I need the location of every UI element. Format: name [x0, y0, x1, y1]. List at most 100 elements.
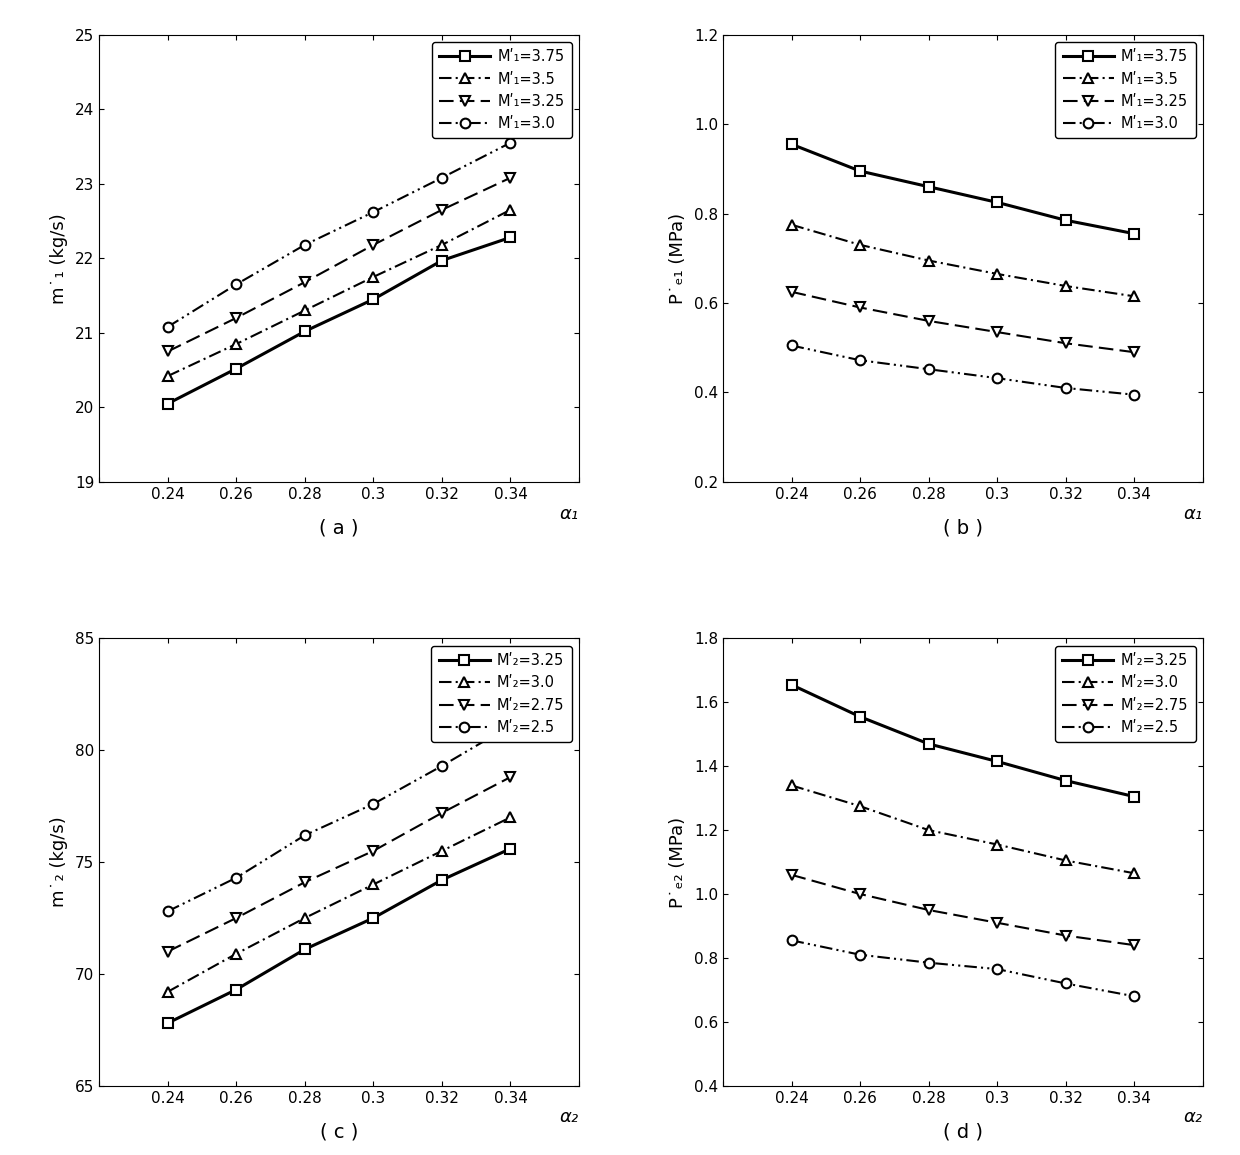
Mʹ₂=3.0 — [990, 837, 1004, 851]
Mʹ₂=2.5 — [298, 828, 312, 842]
Mʹ₁=3.75 — [160, 396, 175, 410]
Mʹ₂=3.25 — [1058, 774, 1073, 788]
Mʹ₁=3.0 — [229, 277, 244, 291]
Mʹ₂=3.25 — [366, 911, 381, 925]
Mʹ₂=3.0 — [1127, 866, 1142, 880]
Mʹ₂=3.0 — [784, 778, 799, 792]
Mʹ₂=2.5 — [229, 871, 244, 885]
Mʹ₂=2.75 — [229, 911, 244, 925]
Mʹ₁=3.5 — [1127, 290, 1142, 304]
Y-axis label: m˙₂ (kg/s): m˙₂ (kg/s) — [50, 817, 68, 908]
Mʹ₁=3.5 — [503, 203, 518, 217]
Line: Mʹ₁=3.75: Mʹ₁=3.75 — [786, 140, 1140, 239]
Mʹ₁=3.75 — [1127, 226, 1142, 240]
Line: Mʹ₂=2.5: Mʹ₂=2.5 — [786, 936, 1140, 1001]
Mʹ₁=3.75 — [298, 325, 312, 338]
Mʹ₂=2.75 — [1127, 938, 1142, 952]
Mʹ₂=2.75 — [160, 945, 175, 959]
Line: Mʹ₁=3.0: Mʹ₁=3.0 — [786, 341, 1140, 400]
Mʹ₁=3.25 — [990, 326, 1004, 340]
Mʹ₂=3.0 — [160, 985, 175, 999]
Y-axis label: P˙ₑ₂ (MPa): P˙ₑ₂ (MPa) — [668, 817, 687, 908]
Mʹ₂=2.75 — [784, 867, 799, 881]
Mʹ₁=3.25 — [229, 311, 244, 325]
Mʹ₂=3.0 — [229, 947, 244, 961]
Mʹ₁=3.75 — [434, 254, 449, 268]
Mʹ₁=3.0 — [990, 371, 1004, 385]
Mʹ₂=2.5 — [784, 933, 799, 947]
Mʹ₂=3.25 — [921, 737, 936, 751]
Mʹ₁=3.5 — [434, 238, 449, 252]
Legend: Mʹ₁=3.75, Mʹ₁=3.5, Mʹ₁=3.25, Mʹ₁=3.0: Mʹ₁=3.75, Mʹ₁=3.5, Mʹ₁=3.25, Mʹ₁=3.0 — [432, 42, 572, 139]
Mʹ₂=3.25 — [298, 942, 312, 956]
X-axis label: α₁: α₁ — [560, 505, 579, 522]
Mʹ₁=3.0 — [503, 136, 518, 150]
Mʹ₂=2.5 — [990, 962, 1004, 976]
Mʹ₁=3.5 — [784, 218, 799, 232]
Mʹ₁=3.0 — [784, 338, 799, 352]
Mʹ₂=2.75 — [434, 806, 449, 820]
Mʹ₁=3.25 — [921, 314, 936, 328]
Mʹ₁=3.0 — [298, 238, 312, 252]
Mʹ₂=3.0 — [434, 844, 449, 858]
Mʹ₁=3.5 — [1058, 280, 1073, 293]
Mʹ₁=3.75 — [921, 180, 936, 194]
Mʹ₁=3.25 — [298, 275, 312, 289]
Mʹ₁=3.75 — [784, 137, 799, 151]
Mʹ₂=2.75 — [921, 903, 936, 917]
Mʹ₁=3.75 — [990, 195, 1004, 209]
Mʹ₂=2.5 — [366, 797, 381, 811]
Mʹ₂=3.25 — [434, 873, 449, 887]
Y-axis label: m˙₁ (kg/s): m˙₁ (kg/s) — [50, 213, 68, 304]
Line: Mʹ₂=3.25: Mʹ₂=3.25 — [162, 844, 516, 1028]
Legend: Mʹ₂=3.25, Mʹ₂=3.0, Mʹ₂=2.75, Mʹ₂=2.5: Mʹ₂=3.25, Mʹ₂=3.0, Mʹ₂=2.75, Mʹ₂=2.5 — [1055, 646, 1195, 743]
Mʹ₁=3.25 — [1127, 345, 1142, 359]
Line: Mʹ₁=3.25: Mʹ₁=3.25 — [786, 286, 1140, 357]
Mʹ₁=3.0 — [160, 320, 175, 334]
Text: ( a ): ( a ) — [320, 519, 358, 537]
Mʹ₁=3.5 — [160, 370, 175, 383]
Mʹ₂=3.25 — [229, 983, 244, 997]
Mʹ₁=3.5 — [298, 304, 312, 318]
Mʹ₂=3.25 — [1127, 790, 1142, 804]
Mʹ₂=3.25 — [853, 710, 868, 724]
Mʹ₂=2.75 — [298, 875, 312, 889]
Mʹ₁=3.75 — [1058, 214, 1073, 228]
X-axis label: α₂: α₂ — [560, 1109, 579, 1126]
Mʹ₁=3.25 — [1058, 336, 1073, 350]
Line: Mʹ₁=3.5: Mʹ₁=3.5 — [786, 219, 1140, 301]
Legend: Mʹ₁=3.75, Mʹ₁=3.5, Mʹ₁=3.25, Mʹ₁=3.0: Mʹ₁=3.75, Mʹ₁=3.5, Mʹ₁=3.25, Mʹ₁=3.0 — [1055, 42, 1195, 139]
Mʹ₂=3.0 — [1058, 854, 1073, 867]
Mʹ₂=3.25 — [990, 754, 1004, 768]
Mʹ₁=3.0 — [1058, 381, 1073, 395]
Line: Mʹ₁=3.0: Mʹ₁=3.0 — [162, 137, 516, 331]
Mʹ₁=3.0 — [853, 353, 868, 367]
Text: ( b ): ( b ) — [942, 519, 983, 537]
Mʹ₂=2.75 — [853, 887, 868, 901]
Mʹ₂=2.75 — [1058, 929, 1073, 942]
Mʹ₁=3.5 — [921, 254, 936, 268]
Y-axis label: P˙ₑ₁ (MPa): P˙ₑ₁ (MPa) — [668, 213, 687, 304]
X-axis label: α₁: α₁ — [1184, 505, 1203, 522]
Mʹ₂=2.75 — [990, 916, 1004, 930]
Line: Mʹ₁=3.75: Mʹ₁=3.75 — [162, 232, 516, 409]
Mʹ₁=3.0 — [1127, 388, 1142, 402]
X-axis label: α₂: α₂ — [1184, 1109, 1203, 1126]
Mʹ₂=2.5 — [1058, 976, 1073, 990]
Line: Mʹ₁=3.25: Mʹ₁=3.25 — [162, 173, 516, 356]
Mʹ₁=3.25 — [160, 344, 175, 358]
Line: Mʹ₂=2.75: Mʹ₂=2.75 — [162, 773, 516, 956]
Text: ( c ): ( c ) — [320, 1123, 358, 1141]
Mʹ₁=3.75 — [229, 362, 244, 375]
Line: Mʹ₂=3.25: Mʹ₂=3.25 — [786, 680, 1140, 802]
Mʹ₂=2.5 — [853, 948, 868, 962]
Mʹ₂=2.5 — [434, 759, 449, 773]
Line: Mʹ₂=3.0: Mʹ₂=3.0 — [786, 781, 1140, 878]
Line: Mʹ₁=3.5: Mʹ₁=3.5 — [162, 204, 516, 381]
Mʹ₁=3.0 — [434, 171, 449, 185]
Legend: Mʹ₂=3.25, Mʹ₂=3.0, Mʹ₂=2.75, Mʹ₂=2.5: Mʹ₂=3.25, Mʹ₂=3.0, Mʹ₂=2.75, Mʹ₂=2.5 — [432, 646, 572, 743]
Mʹ₂=2.5 — [921, 956, 936, 970]
Mʹ₁=3.75 — [366, 292, 381, 306]
Mʹ₂=3.25 — [503, 842, 518, 856]
Mʹ₁=3.25 — [434, 203, 449, 217]
